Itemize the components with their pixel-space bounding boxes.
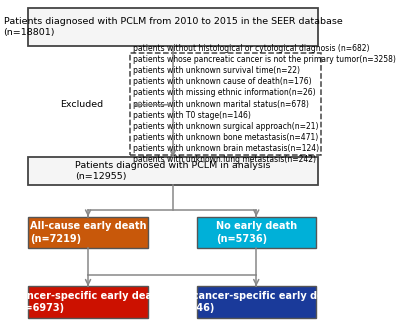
FancyBboxPatch shape: [196, 217, 316, 248]
Text: Patients diagnosed with PCLM in analysis
(n=12955): Patients diagnosed with PCLM in analysis…: [75, 161, 271, 181]
FancyBboxPatch shape: [28, 157, 318, 185]
Text: Not cancer-specific early death
(n=246): Not cancer-specific early death (n=246): [170, 291, 342, 313]
Text: All-cause early death
(n=7219): All-cause early death (n=7219): [30, 221, 146, 243]
FancyBboxPatch shape: [130, 53, 321, 155]
Text: Cancer-specific early death
(n=6973): Cancer-specific early death (n=6973): [13, 291, 163, 313]
FancyBboxPatch shape: [28, 217, 148, 248]
Text: patients without histological or cytological diagnosis (n=682)
patients whose pa: patients without histological or cytolog…: [133, 44, 396, 164]
Text: No early death
(n=5736): No early death (n=5736): [216, 221, 297, 243]
FancyBboxPatch shape: [28, 8, 318, 46]
Text: Patients diagnosed with PCLM from 2010 to 2015 in the SEER database
(n=18801): Patients diagnosed with PCLM from 2010 t…: [4, 17, 342, 37]
FancyBboxPatch shape: [28, 286, 148, 318]
Text: Excluded: Excluded: [60, 100, 103, 109]
FancyBboxPatch shape: [196, 286, 316, 318]
